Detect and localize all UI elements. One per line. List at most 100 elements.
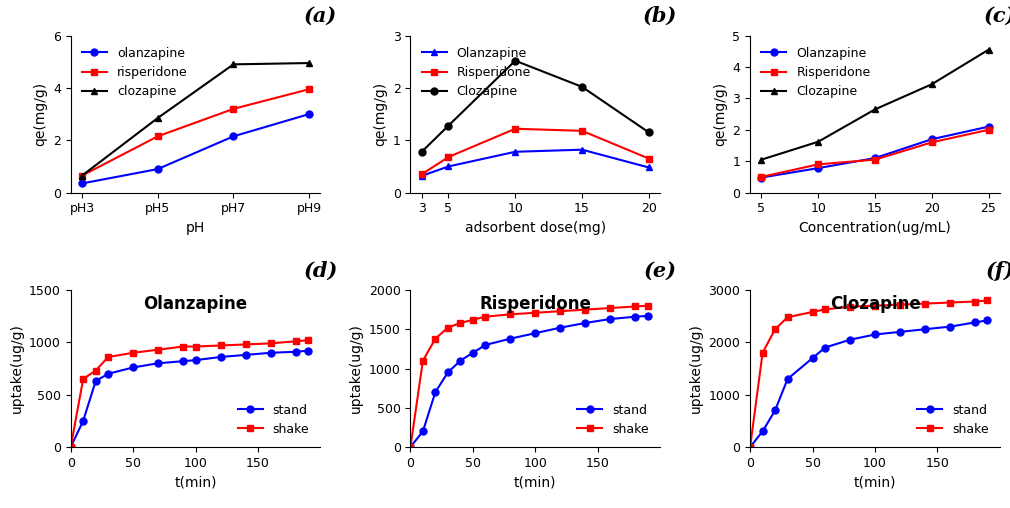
Risperidone — [442, 154, 454, 160]
Y-axis label: uptake(ug/g): uptake(ug/g) — [9, 324, 23, 414]
shake — [969, 299, 981, 305]
clozapine — [76, 173, 88, 179]
Risperidone — [812, 162, 824, 168]
Olanzapine — [755, 174, 768, 180]
olanzapine — [152, 166, 164, 172]
shake — [65, 444, 77, 450]
stand — [554, 325, 567, 331]
stand — [265, 350, 277, 356]
shake — [190, 343, 202, 350]
stand — [982, 318, 994, 324]
shake — [782, 314, 794, 320]
shake — [641, 303, 653, 309]
stand — [807, 355, 819, 361]
Text: Clozapine: Clozapine — [829, 295, 920, 313]
Text: Olanzapine: Olanzapine — [143, 295, 247, 313]
shake — [153, 346, 165, 353]
Risperidone — [983, 126, 995, 133]
clozapine — [303, 60, 315, 66]
shake — [529, 310, 541, 316]
stand — [467, 350, 479, 356]
risperidone — [152, 133, 164, 139]
stand — [579, 320, 591, 326]
stand — [769, 407, 781, 414]
shake — [417, 358, 429, 364]
Olanzapine — [576, 147, 588, 153]
shake — [239, 341, 251, 347]
shake — [579, 306, 591, 312]
risperidone — [227, 106, 239, 112]
stand — [441, 369, 453, 375]
Y-axis label: uptake(ug/g): uptake(ug/g) — [689, 324, 703, 414]
Line: Olanzapine: Olanzapine — [418, 146, 652, 179]
Line: Clozapine: Clozapine — [758, 46, 992, 163]
stand — [604, 316, 616, 322]
stand — [239, 352, 251, 358]
Line: Olanzapine: Olanzapine — [758, 123, 992, 181]
shake — [177, 343, 189, 350]
Y-axis label: qe(mg/g): qe(mg/g) — [33, 82, 47, 146]
stand — [919, 326, 931, 332]
Risperidone — [509, 125, 521, 132]
Olanzapine — [983, 123, 995, 130]
Line: olanzapine: olanzapine — [79, 111, 313, 187]
stand — [629, 313, 641, 320]
shake — [744, 444, 756, 450]
Line: shake: shake — [407, 302, 651, 451]
Olanzapine — [509, 149, 521, 155]
Clozapine — [509, 57, 521, 64]
shake — [127, 350, 139, 356]
shake — [290, 338, 302, 344]
shake — [819, 306, 831, 312]
stand — [529, 330, 541, 336]
shake — [554, 308, 567, 314]
X-axis label: adsorbent dose(mg): adsorbent dose(mg) — [465, 221, 606, 235]
shake — [769, 326, 781, 332]
shake — [807, 309, 819, 315]
Risperidone — [642, 155, 654, 162]
stand — [214, 354, 226, 360]
shake — [77, 376, 89, 382]
stand — [819, 344, 831, 351]
risperidone — [76, 173, 88, 179]
stand — [480, 342, 492, 348]
shake — [982, 297, 994, 303]
stand — [102, 371, 114, 377]
Clozapine — [642, 130, 654, 136]
stand — [944, 324, 956, 330]
shake — [454, 320, 467, 326]
risperidone — [303, 86, 315, 92]
Line: shake: shake — [746, 297, 991, 451]
Legend: olanzapine, risperidone, clozapine: olanzapine, risperidone, clozapine — [77, 42, 193, 103]
X-axis label: t(min): t(min) — [175, 475, 217, 489]
Risperidone — [869, 156, 881, 163]
stand — [454, 358, 467, 364]
Olanzapine — [442, 164, 454, 170]
stand — [177, 358, 189, 364]
Text: (f): (f) — [986, 261, 1010, 280]
Y-axis label: qe(mg/g): qe(mg/g) — [713, 82, 727, 146]
Text: (a): (a) — [304, 6, 337, 26]
Line: shake: shake — [68, 337, 311, 451]
shake — [467, 317, 479, 323]
Olanzapine — [642, 165, 654, 171]
Legend: stand, shake: stand, shake — [232, 399, 314, 441]
Legend: Olanzapine, Risperidone, Clozapine: Olanzapine, Risperidone, Clozapine — [417, 42, 536, 103]
Line: Clozapine: Clozapine — [418, 57, 652, 155]
stand — [290, 348, 302, 355]
X-axis label: Concentration(ug/mL): Concentration(ug/mL) — [799, 221, 951, 235]
Risperidone — [755, 174, 768, 180]
Risperidone — [576, 128, 588, 134]
Line: clozapine: clozapine — [79, 59, 313, 179]
Legend: stand, shake: stand, shake — [573, 399, 653, 441]
Clozapine — [869, 106, 881, 112]
Olanzapine — [869, 155, 881, 161]
Line: stand: stand — [746, 317, 991, 451]
Risperidone — [926, 139, 938, 145]
Clozapine — [442, 122, 454, 129]
shake — [265, 340, 277, 346]
Legend: Olanzapine, Risperidone, Clozapine: Olanzapine, Risperidone, Clozapine — [756, 42, 876, 103]
Clozapine — [983, 47, 995, 53]
stand — [869, 331, 881, 337]
shake — [90, 368, 102, 374]
